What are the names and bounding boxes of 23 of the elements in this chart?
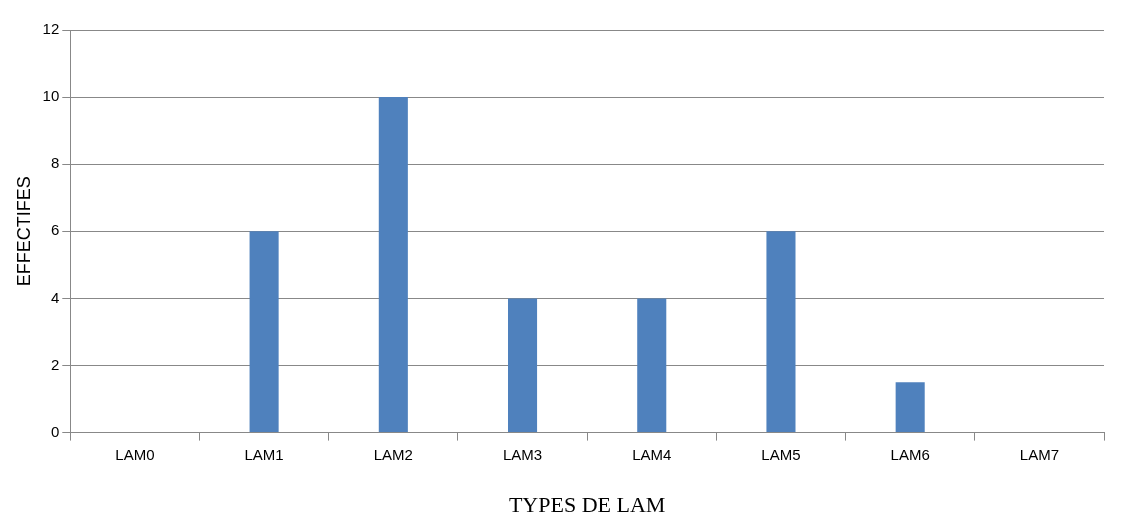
bar bbox=[895, 382, 925, 433]
y-tick-label: 4 bbox=[50, 288, 60, 306]
x-tick-label: LAM5 bbox=[761, 445, 801, 463]
x-tick-label: LAM0 bbox=[115, 445, 155, 463]
bar bbox=[637, 298, 667, 433]
y-tick-label: 6 bbox=[50, 221, 60, 239]
x-axis-title: TYPES DE LAM bbox=[508, 491, 666, 517]
bar bbox=[766, 231, 796, 433]
y-tick-label: 8 bbox=[50, 154, 60, 172]
y-tick-label: 12 bbox=[42, 20, 60, 38]
x-tick-label: LAM4 bbox=[632, 445, 672, 463]
x-tick-label: LAM7 bbox=[1019, 445, 1059, 463]
bar bbox=[378, 97, 408, 433]
y-tick-label: 2 bbox=[50, 355, 60, 373]
y-tick-label: 0 bbox=[50, 422, 60, 440]
x-tick-label: LAM6 bbox=[890, 445, 930, 463]
y-tick-label: 10 bbox=[42, 87, 60, 105]
bar bbox=[249, 231, 279, 433]
bar bbox=[508, 298, 538, 433]
y-axis-title: EFFECTIFES bbox=[13, 176, 34, 287]
x-tick-label: LAM1 bbox=[244, 445, 284, 463]
x-tick-label: LAM2 bbox=[373, 445, 413, 463]
x-tick-label: LAM3 bbox=[502, 445, 543, 463]
